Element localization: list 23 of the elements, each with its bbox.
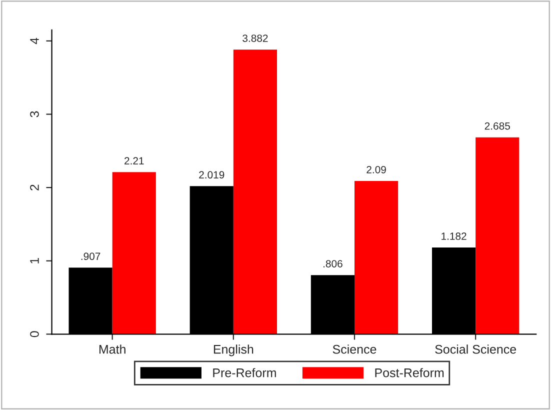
y-tick-label: 3 xyxy=(30,111,39,118)
data-label: 3.882 xyxy=(242,34,268,42)
x-tick-label: Social Science xyxy=(435,344,516,354)
x-tick-label: Science xyxy=(332,344,376,354)
bar xyxy=(233,50,278,334)
data-label: 2.09 xyxy=(366,166,386,174)
legend-label: Post-Reform xyxy=(375,368,444,378)
y-tick-label: 2 xyxy=(30,184,39,190)
legend-label: Pre-Reform xyxy=(213,368,276,378)
data-label: 1.182 xyxy=(442,232,466,240)
data-label: 2.685 xyxy=(484,122,510,130)
y-tick-label: 1 xyxy=(30,258,39,264)
data-label: .806 xyxy=(324,260,342,268)
bar xyxy=(354,180,398,334)
data-label: 2.21 xyxy=(124,157,144,164)
y-tick-label: 4 xyxy=(30,38,39,44)
data-label: .907 xyxy=(81,252,100,260)
y-tick-label: 0 xyxy=(30,331,39,338)
bar xyxy=(476,137,520,334)
x-tick-label: Math xyxy=(99,344,126,354)
data-label: 2.019 xyxy=(199,171,224,179)
x-tick-label: English xyxy=(214,344,254,356)
bar xyxy=(112,172,156,334)
